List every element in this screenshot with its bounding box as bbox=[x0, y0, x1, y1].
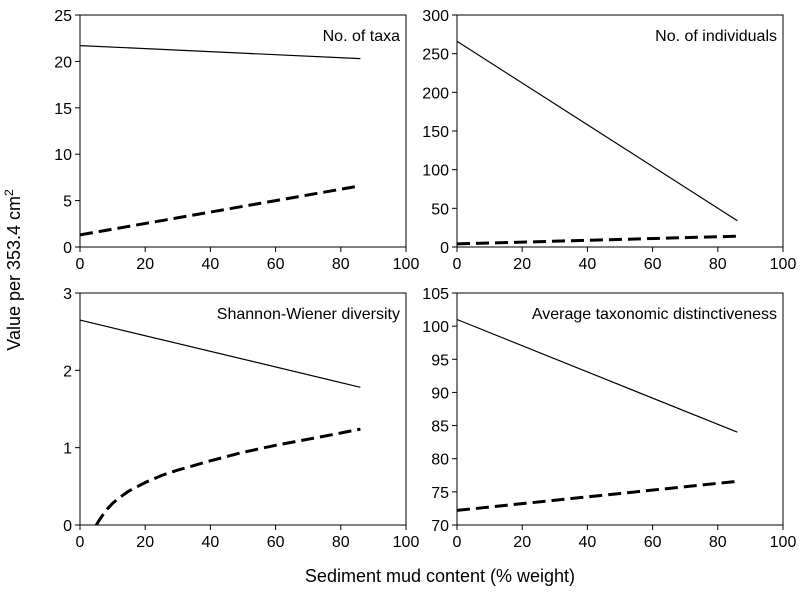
x-tick-label: 40 bbox=[202, 256, 220, 273]
y-tick-label: 10 bbox=[54, 147, 72, 164]
series-line-dashed bbox=[79, 184, 361, 237]
x-tick-label: 80 bbox=[709, 256, 727, 273]
x-tick-label: 60 bbox=[644, 534, 662, 551]
y-tick-label: 300 bbox=[422, 8, 449, 25]
x-tick-label: 100 bbox=[393, 256, 420, 273]
x-tick-label: 40 bbox=[202, 534, 220, 551]
x-tick-label: 80 bbox=[709, 534, 727, 551]
y-tick-label: 5 bbox=[63, 194, 72, 211]
series-line-solid bbox=[79, 319, 361, 388]
y-tick-label: 0 bbox=[440, 240, 449, 257]
x-tick-label: 100 bbox=[393, 534, 420, 551]
series-line-solid bbox=[456, 40, 738, 222]
plot-frame bbox=[79, 14, 407, 248]
panel-title: Average taxonomic distinctiveness bbox=[532, 306, 777, 323]
y-tick-label: 2 bbox=[63, 363, 72, 380]
x-tick-label: 20 bbox=[513, 256, 531, 273]
y-tick-label: 20 bbox=[54, 54, 72, 71]
panel-title: No. of individuals bbox=[655, 28, 777, 45]
plot-frame bbox=[456, 14, 784, 248]
panel-title: No. of taxa bbox=[323, 28, 400, 45]
x-tick-label: 40 bbox=[579, 256, 597, 273]
y-tick-label: 200 bbox=[422, 85, 449, 102]
series-line-dashed bbox=[95, 427, 361, 526]
chart-panel-1: 0 5 10 15 20 25 0 20 40 60 80 100 No. of taxa bbox=[54, 8, 419, 273]
y-tick-label: 0 bbox=[63, 518, 72, 535]
chart-panel-3: 0 1 2 3 0 20 40 60 80 100 Shannon-Wiener diversity bbox=[63, 286, 419, 551]
x-tick-label: 100 bbox=[770, 256, 797, 273]
x-tick-label: 60 bbox=[267, 534, 285, 551]
y-tick-label: 3 bbox=[63, 286, 72, 303]
plot-frame bbox=[79, 292, 407, 526]
y-tick-label: 105 bbox=[422, 286, 449, 303]
y-tick-label: 75 bbox=[431, 485, 449, 502]
y-tick-label: 70 bbox=[431, 518, 449, 535]
x-tick-label: 20 bbox=[136, 256, 154, 273]
y-tick-label: 15 bbox=[54, 101, 72, 118]
x-tick-label: 80 bbox=[332, 256, 350, 273]
y-tick-label: 50 bbox=[431, 201, 449, 218]
y-axis-title: Value per 353.4 cm2 bbox=[2, 189, 24, 351]
y-tick-label: 1 bbox=[63, 441, 72, 458]
y-tick-label: 0 bbox=[63, 240, 72, 257]
x-tick-label: 60 bbox=[644, 256, 662, 273]
chart-panel-2: 0 50 100 150 200 250 300 0 20 40 60 80 100 No. of ind… bbox=[422, 8, 796, 273]
series-line-solid bbox=[79, 45, 361, 60]
x-axis-title: Sediment mud content (% weight) bbox=[305, 566, 575, 586]
series-line-dashed bbox=[456, 234, 738, 246]
panel-title: Shannon-Wiener diversity bbox=[217, 306, 400, 323]
x-tick-label: 80 bbox=[332, 534, 350, 551]
series-line-solid bbox=[456, 318, 738, 433]
y-tick-label: 90 bbox=[431, 385, 449, 402]
x-tick-label: 0 bbox=[76, 534, 85, 551]
y-tick-label: 150 bbox=[422, 124, 449, 141]
x-tick-label: 40 bbox=[579, 534, 597, 551]
x-tick-label: 0 bbox=[76, 256, 85, 273]
y-tick-label: 100 bbox=[422, 163, 449, 180]
y-tick-label: 85 bbox=[431, 419, 449, 436]
y-tick-label: 100 bbox=[422, 319, 449, 336]
x-tick-label: 100 bbox=[770, 534, 797, 551]
plot-frame bbox=[456, 292, 784, 526]
x-tick-label: 20 bbox=[513, 534, 531, 551]
chart-panel-4: 70 75 80 85 90 95 100 105 0 20 40 60 80 100 Average ta… bbox=[422, 286, 796, 551]
x-tick-label: 0 bbox=[453, 534, 462, 551]
x-tick-label: 60 bbox=[267, 256, 285, 273]
y-tick-label: 250 bbox=[422, 47, 449, 64]
x-tick-label: 0 bbox=[453, 256, 462, 273]
y-tick-label: 25 bbox=[54, 8, 72, 25]
y-tick-label: 95 bbox=[431, 352, 449, 369]
x-tick-label: 20 bbox=[136, 534, 154, 551]
series-line-dashed bbox=[456, 479, 738, 512]
y-tick-label: 80 bbox=[431, 452, 449, 469]
y-axis-title-main: Value per 353.4 cm bbox=[4, 196, 24, 351]
y-axis-title-superscript: 2 bbox=[2, 189, 16, 196]
